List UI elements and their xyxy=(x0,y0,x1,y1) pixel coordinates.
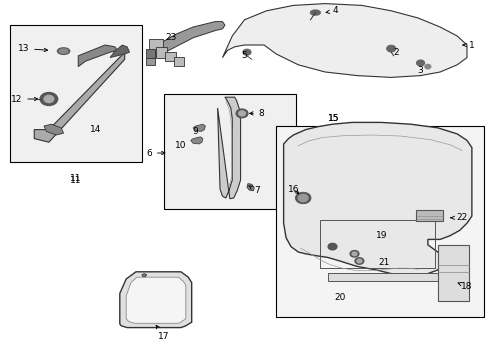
Circle shape xyxy=(40,93,58,105)
Text: 3: 3 xyxy=(417,66,423,75)
Text: 4: 4 xyxy=(325,6,337,15)
Polygon shape xyxy=(193,124,205,131)
Polygon shape xyxy=(246,184,254,191)
Circle shape xyxy=(236,109,247,118)
Text: 12: 12 xyxy=(11,95,38,104)
Circle shape xyxy=(351,252,356,256)
Bar xyxy=(437,245,468,301)
Text: 15: 15 xyxy=(327,114,339,122)
Polygon shape xyxy=(149,22,224,58)
Text: 14: 14 xyxy=(89,125,101,134)
Text: 18: 18 xyxy=(457,282,472,291)
Ellipse shape xyxy=(310,10,320,15)
Ellipse shape xyxy=(424,64,430,69)
Text: 11: 11 xyxy=(70,176,81,185)
Polygon shape xyxy=(190,137,203,144)
Circle shape xyxy=(44,95,54,103)
Polygon shape xyxy=(44,124,63,135)
Text: 16: 16 xyxy=(287,185,299,194)
Circle shape xyxy=(327,243,336,250)
Polygon shape xyxy=(110,45,129,58)
Circle shape xyxy=(349,251,358,257)
Polygon shape xyxy=(126,277,185,323)
Polygon shape xyxy=(283,122,471,275)
Ellipse shape xyxy=(243,49,250,55)
Bar xyxy=(165,52,176,61)
Bar xyxy=(145,49,154,58)
Ellipse shape xyxy=(59,49,68,53)
Text: 6: 6 xyxy=(146,149,164,158)
Circle shape xyxy=(356,259,361,263)
Text: 10: 10 xyxy=(175,141,186,150)
Text: 9: 9 xyxy=(192,127,198,136)
Polygon shape xyxy=(78,45,117,67)
Text: 7: 7 xyxy=(248,186,259,195)
Polygon shape xyxy=(142,274,146,276)
Ellipse shape xyxy=(58,48,69,54)
Bar xyxy=(163,94,295,209)
Text: 13: 13 xyxy=(18,44,47,53)
Ellipse shape xyxy=(386,45,395,52)
Text: 22: 22 xyxy=(450,213,467,222)
Bar xyxy=(10,25,142,162)
Text: 20: 20 xyxy=(333,292,345,302)
Circle shape xyxy=(238,111,245,116)
Polygon shape xyxy=(120,272,191,328)
Bar xyxy=(155,47,167,58)
Polygon shape xyxy=(34,52,124,142)
Text: 5: 5 xyxy=(241,51,247,60)
Text: 15: 15 xyxy=(327,114,339,123)
Circle shape xyxy=(298,194,307,202)
Circle shape xyxy=(295,192,310,204)
Bar xyxy=(320,220,434,268)
Circle shape xyxy=(354,258,363,264)
Text: 2: 2 xyxy=(392,48,398,57)
Text: 23: 23 xyxy=(165,33,177,42)
Bar xyxy=(327,273,449,281)
Ellipse shape xyxy=(416,60,424,66)
Bar xyxy=(276,126,483,317)
Polygon shape xyxy=(217,97,240,199)
Bar xyxy=(415,210,442,221)
Text: 21: 21 xyxy=(377,258,389,267)
Bar xyxy=(173,57,184,66)
Text: 1: 1 xyxy=(462,41,474,50)
Bar xyxy=(145,58,154,65)
Text: 8: 8 xyxy=(249,109,264,118)
Polygon shape xyxy=(222,4,466,77)
Text: 17: 17 xyxy=(156,325,169,341)
Text: 19: 19 xyxy=(375,231,386,240)
Bar xyxy=(149,39,163,52)
Text: 11: 11 xyxy=(70,174,81,183)
